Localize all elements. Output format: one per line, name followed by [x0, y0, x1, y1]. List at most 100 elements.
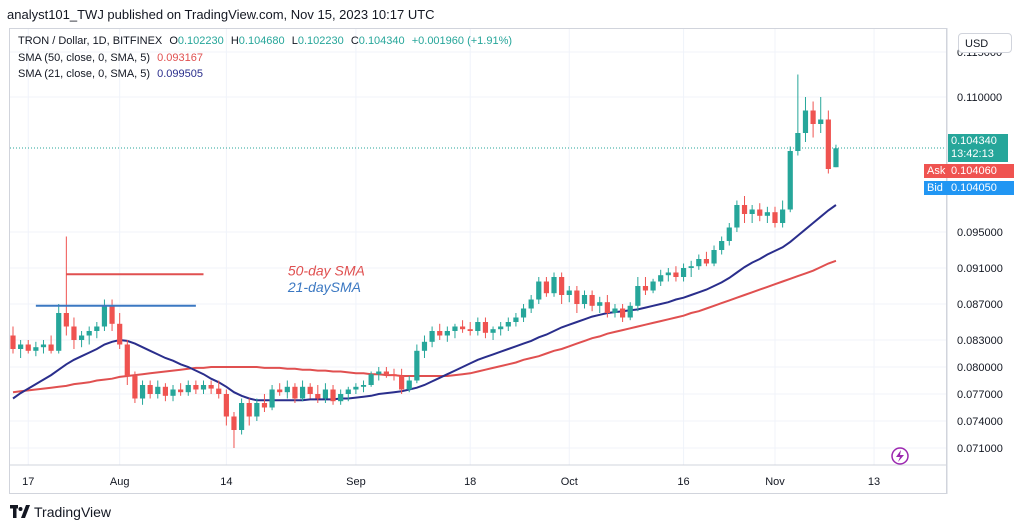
- x-tick-label: 17: [22, 476, 34, 488]
- legend-symbol[interactable]: TRON / Dollar, 1D, BITFINEX: [18, 35, 163, 47]
- candle-body: [726, 227, 732, 241]
- candle-body: [650, 281, 656, 291]
- publisher-line: analyst101_TWJ published on TradingView.…: [7, 7, 435, 22]
- x-tick-label: 16: [677, 476, 689, 488]
- candle-body: [208, 385, 214, 389]
- candle-body: [490, 329, 496, 333]
- candle-body: [178, 389, 184, 393]
- candle-body: [459, 326, 466, 330]
- bid-label: Bid: [924, 181, 954, 195]
- candle-body: [505, 322, 511, 327]
- candle-body: [292, 386, 298, 399]
- legend-close-label: C: [350, 35, 359, 47]
- candle-body: [665, 272, 671, 276]
- candle-body: [132, 376, 138, 399]
- candle-body: [764, 212, 770, 216]
- candle-body: [315, 394, 321, 399]
- candle-body: [475, 322, 481, 331]
- tradingview-logo-icon[interactable]: [10, 505, 30, 519]
- candle-body: [277, 389, 283, 393]
- candle-body: [620, 308, 626, 318]
- candle-body: [597, 302, 603, 306]
- candle-body: [284, 386, 290, 393]
- legend-low-label: L: [291, 35, 298, 47]
- tradingview-brand[interactable]: TradingView: [34, 504, 112, 520]
- candle-body: [452, 326, 458, 331]
- candle-body: [345, 389, 351, 394]
- candle-body: [322, 389, 329, 399]
- candle-body: [543, 281, 549, 294]
- sma21-label: SMA (21, close, 0, SMA, 5): [18, 68, 151, 80]
- candle-body: [185, 385, 191, 393]
- candle-body: [10, 335, 16, 349]
- sma50-value: 0.093167: [157, 52, 204, 64]
- candle-body: [86, 331, 92, 336]
- candle-body: [444, 331, 450, 336]
- candle-body: [574, 290, 580, 304]
- y-tick-label: 0.074000: [957, 416, 1003, 428]
- sma50-label: SMA (50, close, 0, SMA, 5): [18, 52, 151, 64]
- sma21-line: [12, 204, 837, 402]
- candle-body: [246, 403, 252, 417]
- candle-body: [680, 268, 687, 277]
- candle-body: [338, 394, 344, 402]
- candle-body: [330, 389, 336, 402]
- candle-body: [604, 302, 610, 313]
- candle-body: [551, 277, 557, 294]
- candle-body: [703, 259, 710, 264]
- candle-body: [635, 286, 641, 306]
- legend-close: 0.104340: [358, 35, 405, 47]
- legend-open: 0.102230: [177, 35, 224, 47]
- candle-body: [711, 250, 717, 264]
- legend-high-label: H: [230, 35, 239, 47]
- candle-body: [741, 205, 748, 214]
- candle-body: [498, 326, 504, 330]
- page-header: analyst101_TWJ published on TradingView.…: [0, 0, 1024, 28]
- candle-body: [117, 323, 123, 345]
- legend-open-label: O: [169, 35, 178, 47]
- legend-sma50[interactable]: SMA (50, close, 0, SMA, 5) 0.093167: [18, 51, 207, 65]
- candle-body: [33, 347, 39, 351]
- y-tick-label: 0.091000: [957, 263, 1003, 275]
- candle-body: [71, 326, 77, 340]
- candle-body: [719, 241, 725, 250]
- candle-body: [642, 286, 649, 291]
- candle-body: [802, 110, 809, 133]
- candle-body: [124, 344, 130, 376]
- candle-body: [383, 371, 389, 375]
- candle-body: [734, 205, 740, 228]
- candle-body: [78, 335, 85, 340]
- legend-sma21[interactable]: SMA (21, close, 0, SMA, 5) 0.099505: [18, 67, 207, 81]
- candle-body: [688, 266, 694, 268]
- candle-body: [627, 305, 633, 318]
- x-tick-label: Aug: [110, 476, 130, 488]
- sma21-value: 0.099505: [157, 68, 204, 80]
- candle-body: [581, 295, 588, 304]
- y-tick-label: 0.083000: [957, 335, 1003, 347]
- candle-body: [528, 299, 534, 309]
- candle-body: [170, 389, 176, 396]
- candle-body: [612, 308, 618, 313]
- candle-body: [299, 386, 306, 399]
- y-tick-label: 0.110000: [957, 92, 1002, 104]
- candle-body: [261, 403, 268, 408]
- sma50-line: [12, 259, 837, 394]
- lightning-icon[interactable]: [891, 447, 909, 465]
- footer: [0, 494, 1024, 529]
- candle-body: [399, 376, 405, 390]
- candle-body: [467, 329, 473, 331]
- candle-body: [353, 386, 359, 390]
- candle-body: [48, 344, 54, 351]
- candle-body: [772, 212, 778, 223]
- y-tick-label: 0.077000: [957, 389, 1003, 401]
- x-tick-label: Sep: [346, 476, 366, 488]
- candle-body: [376, 371, 382, 375]
- candle-body: [391, 374, 397, 376]
- candle-body: [101, 305, 108, 327]
- currency-button[interactable]: USD: [958, 33, 1012, 53]
- candle-body: [696, 259, 702, 267]
- candle-body: [825, 119, 831, 169]
- y-tick-label: 0.080000: [957, 362, 1003, 374]
- candle-body: [56, 313, 62, 351]
